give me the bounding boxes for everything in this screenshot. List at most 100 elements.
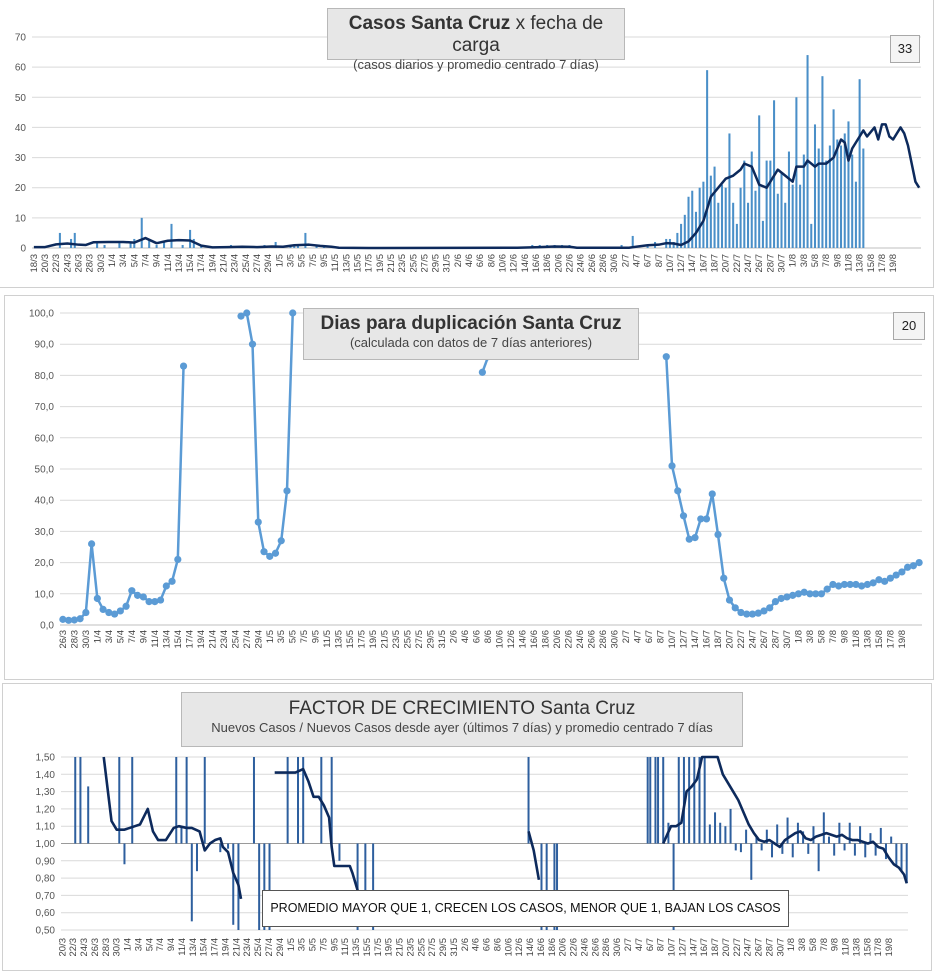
doubling-y-tick: 0,0 xyxy=(40,621,54,632)
doubling-point xyxy=(88,540,96,548)
growth-bar xyxy=(338,843,341,861)
cases-bar xyxy=(862,148,865,248)
doubling-point xyxy=(748,610,757,618)
growth-x-tick: 10/6 xyxy=(503,938,514,957)
doubling-x-tick: 9/8 xyxy=(839,630,850,643)
doubling-point xyxy=(892,571,900,579)
growth-bar xyxy=(175,757,178,844)
cases-x-tick: 22/6 xyxy=(564,254,575,273)
doubling-x-tick: 2/7 xyxy=(621,630,632,643)
cases-bar xyxy=(728,133,731,248)
growth-bar xyxy=(74,757,77,844)
cases-bar xyxy=(148,238,151,248)
doubling-point xyxy=(674,487,682,495)
cases-x-tick: 23/4 xyxy=(230,254,241,273)
doubling-point xyxy=(237,312,245,320)
doubling-x-tick: 13/8 xyxy=(862,630,873,649)
growth-y-tick: 0,70 xyxy=(36,891,56,902)
doubling-x-tick: 14/7 xyxy=(690,630,701,649)
doubling-point xyxy=(82,608,90,617)
cases-bar xyxy=(810,223,813,248)
growth-bar xyxy=(807,843,810,854)
cases-x-tick: 18/3 xyxy=(29,254,40,273)
growth-y-tick: 1,20 xyxy=(36,804,56,815)
doubling-point xyxy=(823,585,831,593)
doubling-point xyxy=(875,576,883,584)
growth-bar xyxy=(556,843,559,930)
doubling-y-tick: 70,0 xyxy=(35,402,55,413)
growth-x-tick: 20/7 xyxy=(721,938,732,957)
doubling-point xyxy=(789,591,797,599)
cases-bar xyxy=(274,241,277,248)
cases-bar xyxy=(817,148,820,248)
growth-x-tick: 6/6 xyxy=(482,938,493,951)
growth-y-tick: 1,00 xyxy=(36,839,56,850)
growth-title-b: Santa Cruz xyxy=(540,698,636,719)
cases-bar xyxy=(791,184,794,248)
doubling-x-tick: 25/5 xyxy=(403,630,414,649)
growth-x-tick: 12/6 xyxy=(514,938,525,957)
growth-x-tick: 24/6 xyxy=(579,938,590,957)
cases-x-tick: 18/6 xyxy=(542,254,553,273)
growth-bar xyxy=(527,757,530,844)
growth-x-tick: 7/8 xyxy=(819,938,830,951)
doubling-point xyxy=(915,559,923,567)
growth-bar xyxy=(662,757,665,844)
growth-bar xyxy=(750,843,753,880)
cases-x-tick: 18/7 xyxy=(710,254,721,273)
growth-x-tick: 4/6 xyxy=(471,938,482,951)
cases-bar xyxy=(732,202,735,248)
doubling-point xyxy=(904,563,912,571)
doubling-point xyxy=(800,588,808,596)
doubling-point xyxy=(93,594,101,603)
growth-x-tick: 11/5 xyxy=(340,938,351,956)
doubling-point xyxy=(909,562,917,570)
cases-x-tick: 2/6 xyxy=(453,254,464,267)
doubling-x-tick: 9/4 xyxy=(138,630,149,643)
cases-x-tick: 6/6 xyxy=(475,254,486,267)
growth-x-tick: 2/6 xyxy=(460,938,471,951)
growth-x-tick: 13/5 xyxy=(351,938,362,957)
cases-avg-line xyxy=(33,123,921,250)
growth-x-tick: 4/7 xyxy=(634,938,645,951)
cases-x-tick: 31/5 xyxy=(442,254,453,273)
cases-x-tick: 7/5 xyxy=(308,254,319,267)
cases-chart-title: Casos Santa Cruz x fecha de carga (casos… xyxy=(327,8,625,72)
growth-bar xyxy=(719,822,722,844)
growth-x-tick: 31/5 xyxy=(449,938,460,957)
growth-y-tick: 0,90 xyxy=(36,856,56,867)
cases-x-tick: 21/4 xyxy=(219,254,230,273)
doubling-point xyxy=(777,594,785,603)
growth-bar xyxy=(79,757,82,844)
growth-y-tick: 0,80 xyxy=(36,874,56,885)
doubling-point xyxy=(766,604,774,612)
growth-chart-title: FACTOR DE CRECIMIENTO Santa Cruz Nuevos … xyxy=(181,692,743,747)
doubling-line xyxy=(240,311,294,558)
growth-bar xyxy=(545,843,548,930)
doubling-point xyxy=(806,590,814,598)
cases-x-tick: 30/6 xyxy=(609,254,620,273)
doubling-point xyxy=(110,610,119,618)
growth-bar xyxy=(755,836,758,844)
cases-x-tick: 28/6 xyxy=(598,254,609,273)
doubling-y-tick: 10,0 xyxy=(35,589,55,600)
growth-x-tick: 26/7 xyxy=(754,938,765,957)
cases-bar xyxy=(58,232,61,248)
doubling-x-tick: 8/6 xyxy=(483,630,494,643)
doubling-x-tick: 4/7 xyxy=(633,630,644,643)
growth-bar xyxy=(646,757,649,844)
cases-x-tick: 30/7 xyxy=(777,254,788,273)
growth-x-tick: 9/4 xyxy=(166,938,177,951)
doubling-y-tick: 20,0 xyxy=(35,558,55,569)
growth-bar xyxy=(786,817,789,844)
cases-bar xyxy=(189,229,192,248)
doubling-point xyxy=(151,598,159,606)
doubling-point xyxy=(122,602,130,610)
cases-x-tick: 10/6 xyxy=(498,254,509,273)
cases-x-tick: 9/8 xyxy=(832,254,843,267)
doubling-point xyxy=(162,582,170,590)
cases-bar xyxy=(717,202,720,248)
doubling-x-tick: 15/5 xyxy=(345,630,356,649)
growth-bar xyxy=(714,812,717,844)
cases-bar xyxy=(828,145,831,248)
